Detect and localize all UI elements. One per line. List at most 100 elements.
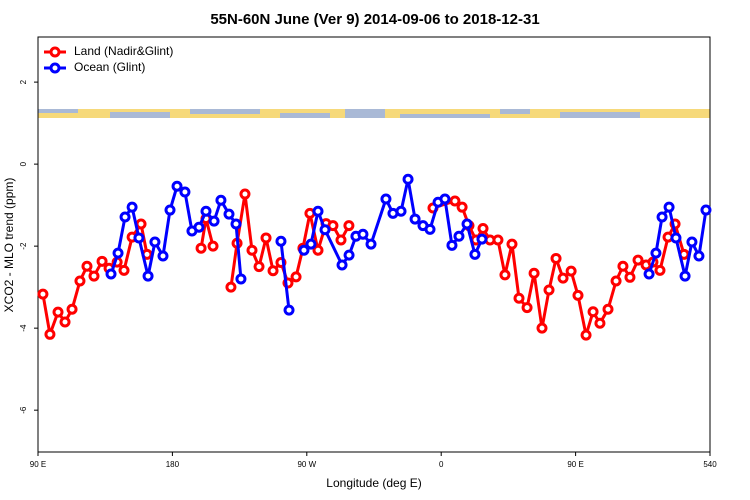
data-point: [59, 316, 71, 328]
data-point: [290, 271, 302, 283]
data-point: [617, 260, 629, 272]
y-tick-label: -6: [19, 406, 28, 414]
data-point: [208, 215, 220, 227]
data-point: [149, 236, 161, 248]
data-point: [298, 244, 310, 256]
data-point: [179, 186, 191, 198]
data-point: [52, 306, 64, 318]
data-point: [499, 269, 511, 281]
x-tick-label: 90 W: [297, 460, 316, 469]
data-point: [305, 238, 317, 250]
data-point: [521, 302, 533, 314]
data-point: [343, 220, 355, 232]
data-point: [587, 306, 599, 318]
data-point: [654, 264, 666, 276]
data-point: [112, 247, 124, 259]
x-tick-label: 90 E: [567, 460, 583, 469]
legend-marker: [49, 46, 61, 58]
data-point: [246, 244, 258, 256]
data-point: [492, 234, 504, 246]
data-point: [469, 248, 481, 260]
data-point: [157, 250, 169, 262]
data-point: [312, 205, 324, 217]
y-tick-label: 0: [19, 161, 28, 166]
data-point: [536, 322, 548, 334]
data-point: [700, 204, 712, 216]
data-point: [409, 213, 421, 225]
data-point: [446, 239, 458, 251]
data-point: [336, 259, 348, 271]
x-tick-label: 180: [166, 460, 180, 469]
data-point: [119, 211, 131, 223]
data-point: [215, 194, 227, 206]
data-point: [164, 204, 176, 216]
data-point: [624, 271, 636, 283]
data-point: [133, 232, 145, 244]
data-point: [650, 247, 662, 259]
data-point: [380, 193, 392, 205]
data-point: [275, 235, 287, 247]
data-point: [557, 272, 569, 284]
y-axis-label: XCO2 - MLO trend (ppm): [2, 178, 16, 313]
data-point: [267, 265, 279, 277]
data-point: [37, 288, 49, 300]
plot-frame: [37, 36, 711, 453]
y-tick-label: -2: [19, 242, 28, 250]
data-point: [453, 230, 465, 242]
data-point: [207, 240, 219, 252]
data-point: [239, 188, 251, 200]
x-tick-label: 90 E: [30, 460, 46, 469]
data-point: [260, 232, 272, 244]
x-tick-label: 540: [703, 460, 717, 469]
data-point: [126, 201, 138, 213]
data-point: [193, 221, 205, 233]
data-point: [439, 193, 451, 205]
data-point: [335, 234, 347, 246]
data-point: [610, 275, 622, 287]
data-point: [230, 218, 242, 230]
data-point: [693, 250, 705, 262]
map-strip: [38, 109, 710, 118]
data-point: [253, 261, 265, 273]
data-point: [357, 228, 369, 240]
data-point: [424, 223, 436, 235]
legend-label: Land (Nadir&Glint): [74, 44, 173, 58]
data-point: [449, 195, 461, 207]
data-point: [96, 255, 108, 267]
data-point: [632, 254, 644, 266]
data-point: [528, 267, 540, 279]
data-point: [283, 304, 295, 316]
y-tick-label: 2: [19, 79, 28, 84]
x-axis-label: Longitude (deg E): [326, 476, 421, 490]
data-point: [565, 265, 577, 277]
data-point: [643, 268, 655, 280]
data-point: [74, 275, 86, 287]
data-point: [200, 205, 212, 217]
data-point: [142, 270, 154, 282]
data-point: [105, 268, 117, 280]
data-point: [225, 281, 237, 293]
data-point: [88, 270, 100, 282]
data-point: [663, 201, 675, 213]
data-point: [312, 244, 324, 256]
data-point: [686, 236, 698, 248]
y-tick-label: -4: [19, 324, 28, 332]
data-point: [223, 208, 235, 220]
legend-label: Ocean (Glint): [74, 60, 145, 74]
data-point: [365, 238, 377, 250]
data-point: [679, 270, 691, 282]
data-point: [327, 220, 339, 232]
data-point: [195, 242, 207, 254]
data-point: [171, 180, 183, 192]
data-point: [44, 328, 56, 340]
data-point: [461, 218, 473, 230]
data-point: [456, 201, 468, 213]
data-point: [476, 233, 488, 245]
data-point: [118, 264, 130, 276]
data-point: [135, 218, 147, 230]
data-point: [550, 252, 562, 264]
data-point: [319, 224, 331, 236]
data-point: [670, 232, 682, 244]
data-point: [506, 238, 518, 250]
x-tick-label: 0: [439, 460, 444, 469]
